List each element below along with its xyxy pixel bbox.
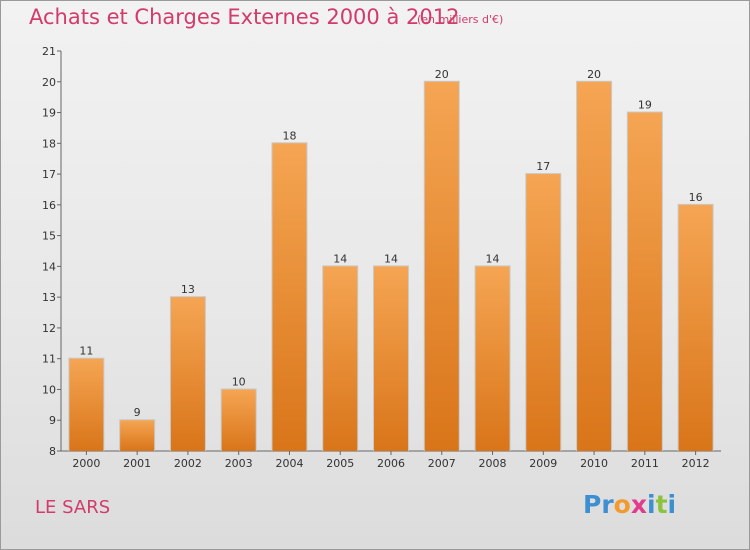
x-tick-label: 2009 [529, 457, 557, 470]
logo-letter: t [655, 490, 668, 519]
bar [69, 358, 104, 451]
y-tick-label: 16 [42, 199, 56, 212]
logo-letter: i [667, 490, 677, 519]
bar [323, 266, 358, 451]
x-tick-label: 2003 [225, 457, 253, 470]
bar [627, 112, 662, 452]
x-tick-label: 2007 [428, 457, 456, 470]
logo-letter: r [601, 490, 614, 519]
commune-name: LE SARS [35, 497, 111, 518]
bar-value-label: 11 [79, 345, 93, 358]
proxiti-logo: Proxiti [583, 490, 676, 519]
y-tick-label: 20 [42, 76, 56, 89]
y-tick-label: 8 [49, 445, 56, 458]
logo-letter: x [630, 490, 647, 519]
x-tick-label: 2002 [174, 457, 202, 470]
logo-letter: i [647, 490, 656, 519]
bar-value-label: 20 [587, 68, 601, 81]
bar-value-label: 13 [181, 283, 195, 296]
bar-value-label: 14 [486, 252, 500, 265]
bar [475, 266, 510, 451]
y-tick-label: 10 [42, 383, 56, 396]
x-tick-label: 2006 [377, 457, 405, 470]
x-tick-label: 2004 [275, 457, 303, 470]
y-tick-label: 18 [42, 137, 56, 150]
bar-value-label: 9 [134, 406, 141, 419]
x-tick-label: 2011 [631, 457, 659, 470]
y-tick-label: 11 [42, 353, 56, 366]
chart-title: Achats et Charges Externes 2000 à 2012 [29, 5, 460, 29]
bar-value-label: 18 [282, 129, 296, 142]
bar [272, 143, 307, 452]
chart-bars: 11 9 13 10 18 14 14 20 14 17 20 19 16 [68, 68, 714, 452]
bar-value-label: 14 [384, 252, 398, 265]
y-tick-label: 17 [42, 168, 56, 181]
y-tick-label: 15 [42, 230, 56, 243]
logo-letter: o [613, 490, 631, 519]
x-tick-label: 2008 [479, 457, 507, 470]
bar-value-label: 19 [638, 99, 652, 112]
logo-letter: P [583, 490, 602, 519]
y-tick-label: 19 [42, 107, 56, 120]
bar [120, 420, 155, 451]
bar-value-label: 14 [333, 252, 347, 265]
x-tick-label: 2001 [123, 457, 151, 470]
chart-axes: 8 9 10 11 12 13 14 15 16 17 18 19 20 21 2000 2001 2002 20… [42, 45, 721, 470]
bar [424, 81, 459, 452]
y-tick-label: 12 [42, 322, 56, 335]
bar [221, 389, 256, 451]
chart-subtitle: (en milliers d'€) [417, 13, 504, 26]
bar [374, 266, 408, 451]
bar [577, 81, 612, 452]
x-tick-label: 2005 [326, 457, 354, 470]
y-tick-label: 9 [49, 414, 56, 427]
y-tick-label: 21 [42, 45, 56, 58]
y-tick-label: 14 [42, 260, 56, 273]
bar [170, 297, 205, 451]
y-tick-label: 13 [42, 291, 56, 304]
bar-value-label: 10 [232, 375, 246, 388]
bar [526, 174, 561, 452]
x-tick-label: 2000 [72, 457, 100, 470]
x-tick-label: 2010 [580, 457, 608, 470]
x-tick-label: 2012 [682, 457, 710, 470]
bar-value-label: 17 [536, 160, 550, 173]
bar-value-label: 16 [689, 191, 703, 204]
bar [678, 204, 713, 451]
bar-value-label: 20 [435, 68, 449, 81]
